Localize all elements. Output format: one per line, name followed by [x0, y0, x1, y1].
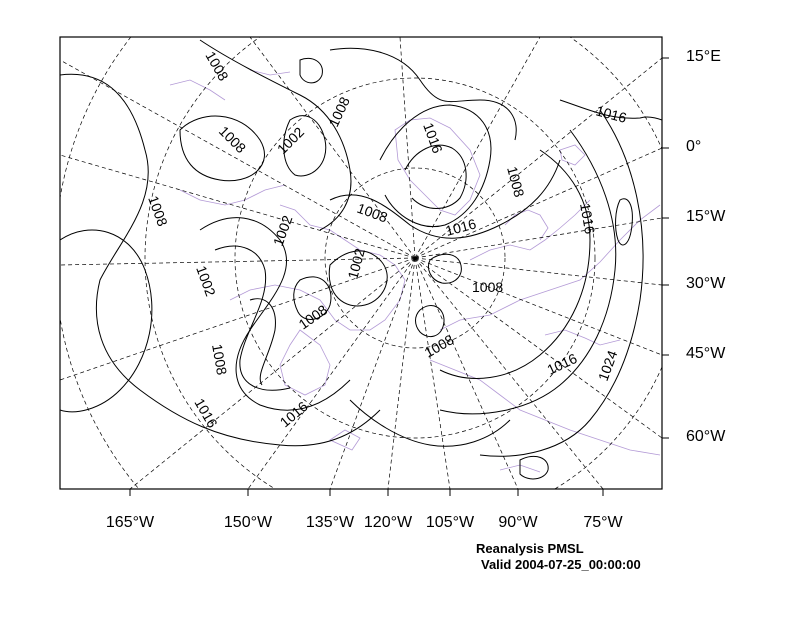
coastline-north-america — [229, 204, 406, 331]
contour-label: 1016 — [444, 215, 478, 239]
isobar-line — [60, 229, 153, 413]
parallel-circle — [324, 167, 506, 349]
contour-label: 1002 — [274, 124, 307, 157]
isobar-line — [349, 399, 511, 447]
isobar-line — [60, 73, 381, 447]
meridian-line — [247, 257, 416, 489]
coastline-asia-south — [429, 359, 661, 456]
contour-label: 1008 — [202, 49, 232, 84]
contour-label: 1008 — [504, 165, 528, 199]
meridian-line — [414, 57, 662, 259]
meridian-line — [414, 257, 519, 489]
meridian-line — [60, 257, 416, 266]
isobar-line — [404, 144, 467, 209]
parallel-circle — [60, 37, 140, 489]
latitude-tick-label: 60°W — [686, 428, 726, 445]
coastline-alaska — [179, 184, 286, 206]
coastline-japan — [329, 429, 361, 451]
meridian-line — [329, 257, 416, 489]
latitude-tick-label: 45°W — [686, 345, 726, 362]
isobar-line — [199, 39, 352, 231]
parallel-circle — [144, 37, 662, 489]
latitude-tick-label: 30°W — [686, 275, 726, 292]
parallel-circle — [234, 77, 596, 439]
caption-valid-time: Valid 2004-07-25_00:00:00 — [481, 557, 641, 572]
isobar-line — [415, 305, 445, 338]
meridian-line — [399, 37, 416, 259]
longitude-tick-label: 75°W — [583, 514, 623, 531]
contour-label: 1016 — [594, 102, 628, 126]
meridian-line — [414, 257, 662, 356]
contour-labels: 1008 1008 1002 1008 1016 1016 1008 1002 … — [145, 49, 628, 431]
isobar-line — [559, 99, 662, 121]
isobar-line — [329, 47, 517, 141]
latitude-tick-label: 15°E — [686, 48, 721, 65]
caption-title: Reanalysis PMSL — [476, 541, 584, 556]
longitude-tick-label: 135°W — [305, 514, 355, 531]
isobar-line — [428, 253, 462, 284]
isobar-line — [249, 298, 276, 386]
contour-label: 1016 — [577, 202, 598, 236]
coastline-hudson-bay — [279, 329, 331, 396]
isobar-line — [439, 129, 617, 415]
coastline-scandinavia — [504, 209, 549, 241]
contour-label: 1008 — [296, 301, 331, 332]
contour-label: 1002 — [193, 264, 219, 299]
meridian-line — [414, 147, 662, 259]
contour-label: 1016 — [191, 396, 221, 431]
meridian-line — [414, 257, 662, 439]
coastline-mediterranean — [544, 329, 621, 346]
contour-label: 1016 — [420, 121, 446, 156]
axis-ticks — [129, 57, 669, 496]
longitude-tick-label: 120°W — [363, 514, 413, 531]
isobar-line — [214, 245, 291, 391]
latitude-tick-label: 15°W — [686, 208, 726, 225]
longitude-tick-label: 165°W — [105, 514, 155, 531]
isobar-line — [479, 109, 644, 457]
pole-marker — [413, 256, 417, 260]
longitude-tick-label: 90°W — [498, 514, 538, 531]
isobar-line — [379, 104, 492, 227]
isobar-line — [299, 57, 323, 84]
contour-label: 1008 — [216, 123, 249, 156]
meridian-line — [249, 37, 416, 259]
longitude-tick-label: 150°W — [223, 514, 273, 531]
contour-label: 1016 — [545, 350, 580, 378]
latitude-tick-label: 0° — [686, 138, 702, 155]
coastline-europe — [469, 199, 591, 261]
isobar-line — [519, 455, 549, 480]
coastlines — [169, 69, 661, 473]
isobar-line — [615, 198, 633, 246]
plot-frame — [59, 36, 663, 490]
meridian-line — [387, 257, 416, 489]
meridian-line — [414, 257, 604, 489]
meridian-line — [414, 257, 662, 286]
isobar-line — [328, 250, 388, 307]
graticule — [60, 37, 662, 489]
contour-label: 1008 — [145, 194, 171, 229]
isobar-line — [439, 149, 591, 379]
meridian-line — [414, 37, 541, 259]
isobar-line — [293, 276, 332, 320]
meridian-line — [60, 154, 416, 259]
contour-label: 1002 — [270, 213, 296, 248]
isobar-line — [283, 115, 327, 177]
meridian-line — [60, 257, 416, 381]
isobar-line — [179, 115, 265, 182]
meridian-line — [414, 257, 451, 489]
contour-label: 1002 — [344, 246, 368, 280]
longitude-tick-label: 105°W — [425, 514, 475, 531]
contour-label: 1008 — [209, 343, 230, 377]
coastline-eurasia — [439, 204, 661, 331]
isobars — [60, 39, 662, 480]
meridian-line — [60, 59, 416, 259]
isobar-line — [329, 159, 561, 239]
coastline-iceland — [559, 144, 586, 166]
contour-label: 1008 — [472, 279, 503, 295]
contour-label: 1008 — [355, 200, 390, 226]
meridian-line — [129, 257, 416, 489]
